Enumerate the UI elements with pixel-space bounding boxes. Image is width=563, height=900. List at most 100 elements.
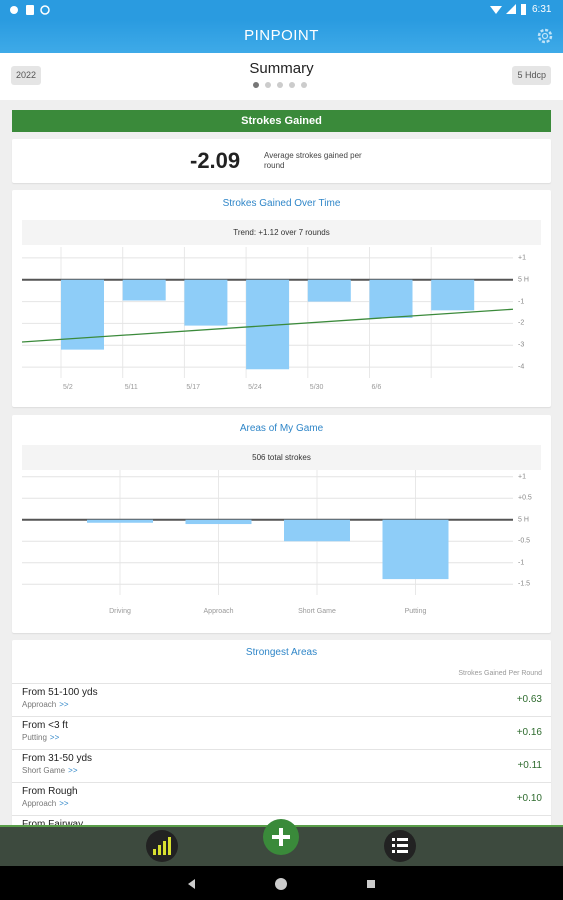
chart-subtitle: Trend: +1.12 over 7 rounds — [22, 220, 541, 245]
y-tick-label: +1 — [518, 254, 526, 262]
y-tick-label: -0.5 — [518, 537, 531, 545]
year-button[interactable]: 2022 — [11, 66, 42, 85]
stats-tab[interactable] — [146, 830, 178, 862]
battery-icon — [521, 4, 526, 15]
icon — [40, 5, 50, 15]
list-icon — [397, 838, 408, 841]
summary-label: Average strokes gained per round — [264, 151, 362, 170]
settings-button[interactable] — [536, 27, 554, 45]
bar — [284, 519, 350, 542]
area-value: +0.11 — [517, 760, 542, 771]
x-tick-label: 5/11 — [124, 384, 138, 391]
x-tick-label: 5/24 — [248, 384, 262, 391]
column-header: Strokes Gained Per Round — [458, 670, 542, 677]
category-link[interactable]: >> — [59, 799, 69, 808]
bar — [122, 279, 166, 301]
icon-bar — [153, 849, 156, 855]
y-tick-label: 5 H — [518, 516, 529, 524]
back-button[interactable] — [188, 879, 195, 889]
area-value: +0.63 — [516, 694, 542, 705]
y-tick-label: -1 — [518, 559, 525, 567]
x-tick-label: Approach — [203, 608, 234, 615]
recents-button[interactable] — [367, 880, 375, 888]
home-button[interactable] — [275, 878, 287, 890]
bottom-nav — [0, 819, 563, 868]
list-tab[interactable] — [384, 830, 416, 862]
category-text: Approach — [22, 799, 57, 808]
area-name: From Rough — [22, 786, 78, 797]
bar — [87, 519, 153, 523]
bar — [431, 279, 475, 311]
add-round-button[interactable] — [263, 819, 299, 855]
x-tick-label: 6/6 — [371, 384, 382, 391]
banner: Strokes Gained — [12, 110, 551, 132]
gear-icon — [537, 28, 553, 44]
category-text: Approach — [22, 700, 57, 709]
y-tick-label: -3 — [518, 341, 525, 349]
category-link[interactable]: >> — [49, 733, 60, 742]
area-category: Approach>> — [22, 700, 69, 709]
summary-value: -2.09 — [190, 148, 241, 173]
dot[interactable] — [277, 82, 283, 88]
x-tick-label: 5/2 — [63, 384, 73, 391]
area-name: From 31-50 yds — [22, 753, 93, 764]
nav-icons — [146, 819, 416, 862]
list-icon — [392, 838, 395, 841]
list-icon — [392, 844, 395, 847]
divider — [12, 815, 551, 816]
divider — [12, 782, 551, 783]
category-text: Short Game — [22, 766, 66, 775]
plus-icon — [279, 828, 283, 846]
clock: 6:31 — [532, 4, 552, 15]
sub-header: 2022 Summary 5 Hdcp — [0, 53, 563, 100]
icon-bar — [163, 841, 166, 855]
chart-title: Strokes Gained Over Time — [222, 198, 341, 209]
bar — [184, 279, 228, 326]
tab-circle — [146, 830, 178, 862]
dot[interactable] — [301, 82, 307, 88]
status-bar: 6:31 — [0, 0, 563, 20]
area-value: +0.10 — [516, 793, 542, 804]
dot[interactable] — [289, 82, 295, 88]
y-tick-label: +0.5 — [518, 494, 532, 502]
status-icons — [10, 5, 50, 15]
system-nav-icons — [188, 878, 375, 890]
y-tick-label: -1 — [518, 298, 525, 306]
dot[interactable] — [253, 82, 259, 88]
y-tick-label: 5 H — [518, 276, 529, 284]
strongest-areas-card — [12, 640, 551, 830]
bar — [382, 519, 449, 580]
chart-title: Areas of My Game — [239, 423, 324, 434]
bar — [307, 279, 351, 302]
icon — [10, 6, 18, 14]
x-tick-label: Driving — [109, 608, 131, 615]
area-category: Short Game >> — [22, 766, 77, 775]
dot[interactable] — [265, 82, 271, 88]
list-icon — [397, 844, 408, 847]
chart-subtitle: 506 total strokes — [22, 445, 541, 470]
area-value: +0.16 — [516, 727, 542, 738]
status-icons — [490, 4, 526, 15]
icon-bar — [168, 837, 171, 855]
area-name: From 51-100 yds — [22, 687, 98, 698]
chart-texts: Strokes Gained Over Time Trend: +1.12 ove… — [12, 198, 551, 841]
section-title: Strongest Areas — [245, 647, 318, 658]
app-logo: PINPOINT — [244, 27, 319, 44]
page-indicator — [253, 82, 307, 88]
summary-card: -2.09 Average strokes gained per round — [12, 139, 551, 183]
icon-bar — [158, 845, 161, 855]
area-name: From Fairway — [22, 819, 83, 830]
area-category: Putting >> — [22, 733, 59, 742]
y-tick-label: -2 — [518, 319, 525, 327]
wifi-icon — [490, 6, 502, 14]
system-nav — [0, 866, 563, 900]
x-tick-label: 5/17 — [186, 384, 201, 391]
category-link[interactable]: >> — [59, 700, 69, 709]
page-title: Summary — [249, 60, 314, 77]
x-tick-label: Putting — [404, 608, 427, 615]
divider — [12, 716, 551, 717]
y-tick-label: -1.5 — [518, 580, 531, 588]
category-link[interactable]: >> — [68, 766, 78, 775]
bar — [185, 519, 252, 525]
handicap-button[interactable]: 5 Hdcp — [512, 66, 551, 85]
